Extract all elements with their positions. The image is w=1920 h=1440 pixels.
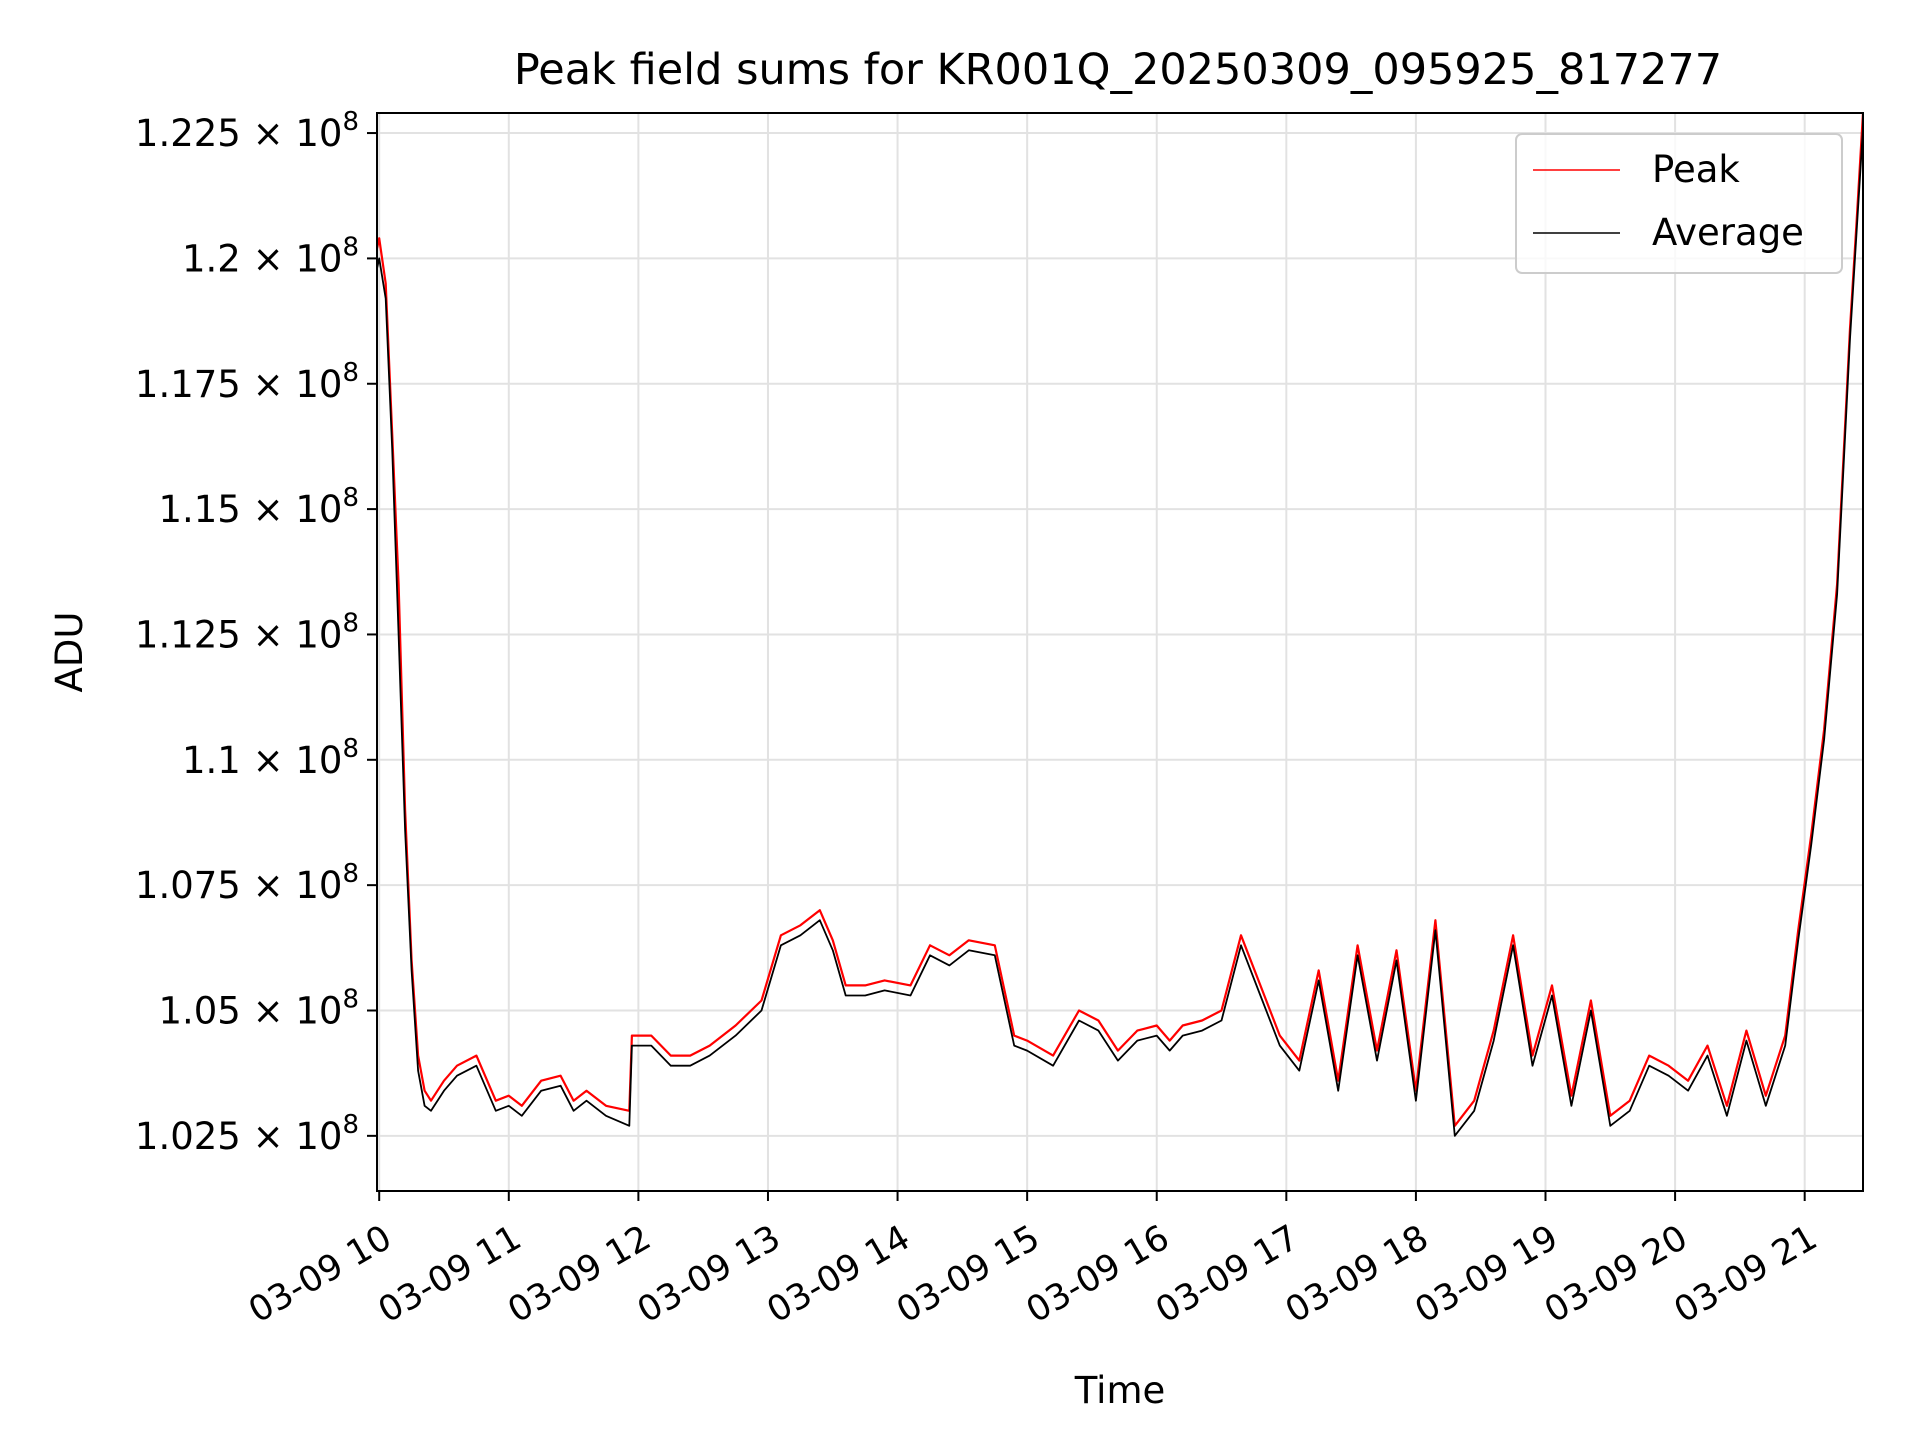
- y-tick-times: ×: [253, 864, 296, 907]
- y-tick-mantissa: 1.175: [135, 363, 253, 406]
- y-tick-label: 1.1 × 108: [182, 734, 359, 782]
- y-tick-times: ×: [253, 112, 296, 155]
- y-axis-label: ADU: [48, 612, 91, 693]
- y-tick-label: 1.05 × 108: [158, 984, 359, 1032]
- y-tick-mantissa: 1.1: [182, 739, 253, 782]
- legend-label-average: Average: [1652, 211, 1804, 254]
- y-tick-base: 10: [295, 989, 342, 1032]
- y-tick-mantissa: 1.075: [135, 864, 253, 907]
- y-tick-label: 1.025 × 108: [135, 1110, 359, 1158]
- y-tick-label: 1.2 × 108: [182, 232, 359, 280]
- y-tick-base: 10: [295, 237, 342, 280]
- series-line-average: [377, 127, 1863, 1137]
- plot-area-frame: [376, 112, 1864, 1192]
- y-tick-exponent: 8: [342, 107, 359, 137]
- y-tick-label: 1.075 × 108: [135, 859, 359, 907]
- chart-title: Peak field sums for KR001Q_20250309_0959…: [514, 45, 1722, 95]
- series-line-peak: [377, 113, 1863, 1127]
- y-tick-times: ×: [253, 488, 296, 531]
- y-tick-mantissa: 1.2: [182, 237, 253, 280]
- plot-data: [377, 113, 1863, 1137]
- y-tick-times: ×: [253, 613, 296, 656]
- y-tick-times: ×: [253, 989, 296, 1032]
- y-tick-base: 10: [295, 739, 342, 782]
- y-tick-exponent: 8: [342, 608, 359, 638]
- y-tick-exponent: 8: [342, 734, 359, 764]
- y-tick-base: 10: [295, 613, 342, 656]
- y-tick-times: ×: [253, 363, 296, 406]
- y-tick-label: 1.125 × 108: [135, 608, 359, 656]
- x-axis-label: Time: [1074, 1369, 1166, 1412]
- y-tick-mantissa: 1.125: [135, 613, 253, 656]
- y-tick-exponent: 8: [342, 483, 359, 513]
- legend: Peak Average: [1515, 133, 1843, 274]
- y-tick-label: 1.15 × 108: [158, 483, 359, 531]
- legend-label-peak: Peak: [1652, 148, 1740, 191]
- y-tick-base: 10: [295, 1115, 342, 1158]
- y-tick-times: ×: [253, 1115, 296, 1158]
- y-tick-label: 1.225 × 108: [135, 107, 359, 155]
- y-tick-exponent: 8: [342, 358, 359, 388]
- y-tick-times: ×: [253, 739, 296, 782]
- y-tick-label: 1.175 × 108: [135, 358, 359, 406]
- y-tick-mantissa: 1.225: [135, 112, 253, 155]
- y-tick-exponent: 8: [342, 859, 359, 889]
- y-tick-base: 10: [295, 112, 342, 155]
- y-tick-exponent: 8: [342, 1110, 359, 1140]
- y-tick-exponent: 8: [342, 232, 359, 262]
- y-tick-mantissa: 1.05: [158, 989, 252, 1032]
- y-tick-exponent: 8: [342, 984, 359, 1014]
- legend-box: [1515, 133, 1843, 274]
- y-tick-mantissa: 1.025: [135, 1115, 253, 1158]
- y-tick-base: 10: [295, 864, 342, 907]
- y-tick-mantissa: 1.15: [158, 488, 252, 531]
- y-tick-times: ×: [253, 237, 296, 280]
- y-tick-base: 10: [295, 488, 342, 531]
- y-tick-base: 10: [295, 363, 342, 406]
